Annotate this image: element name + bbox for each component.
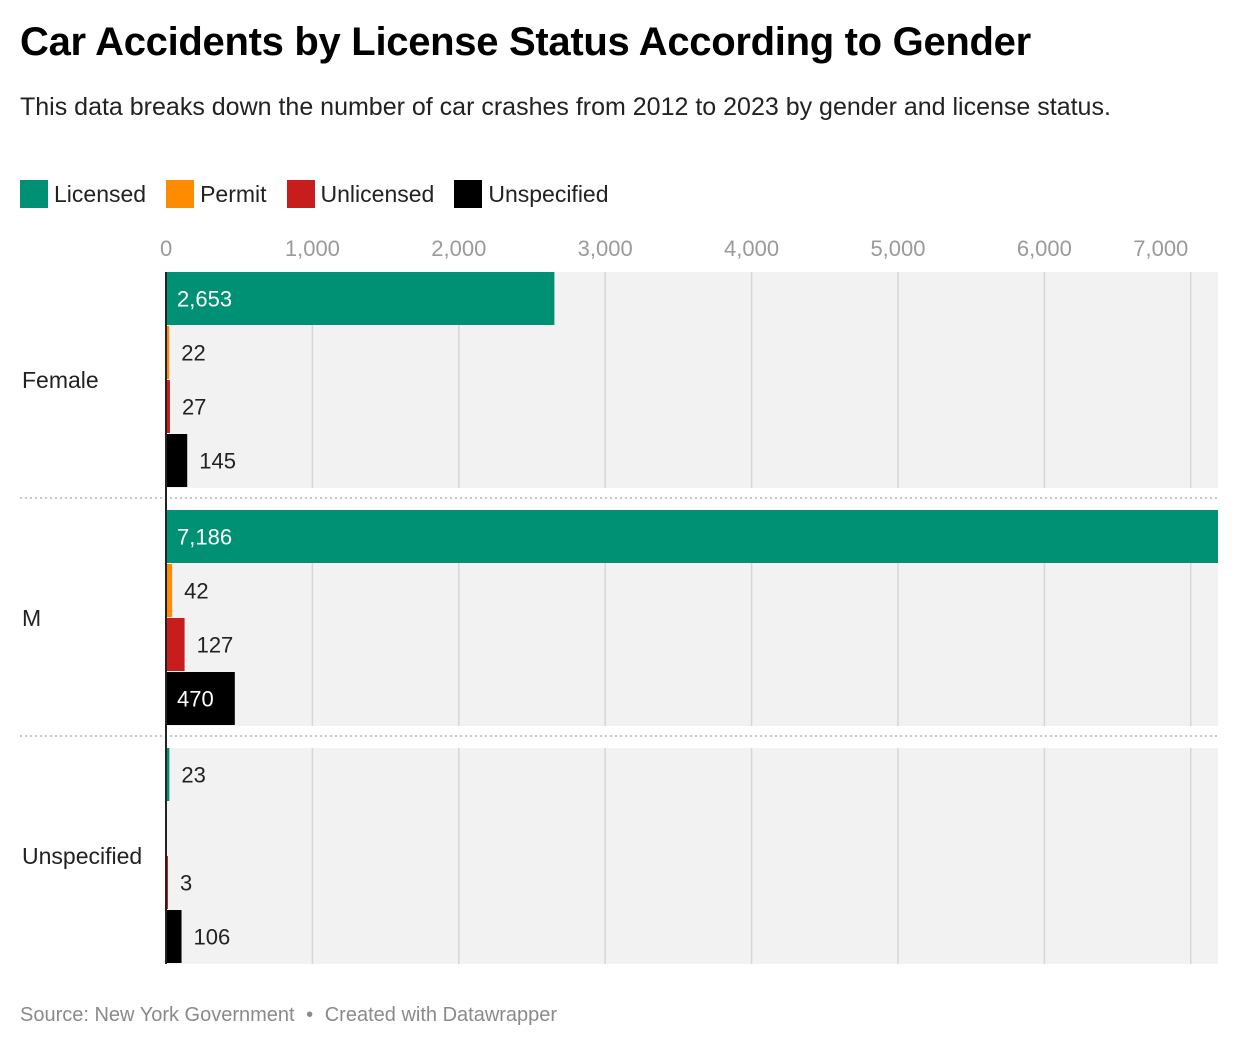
data-label: 127 bbox=[197, 633, 234, 658]
bar-unspecified bbox=[166, 910, 182, 963]
source-note: Source: New York Government bbox=[20, 1004, 295, 1026]
bar-licensed bbox=[166, 272, 555, 325]
bar-chart: 0 1,000 2,000 3,000 4,000 5,000 6,000 7,000 Fema… bbox=[20, 236, 1218, 964]
data-label: 3 bbox=[180, 871, 192, 896]
legend: Licensed Permit Unlicensed Unspecified bbox=[20, 180, 629, 208]
bar-licensed bbox=[166, 510, 1218, 563]
category-label: M bbox=[22, 605, 41, 631]
data-label: 27 bbox=[182, 395, 206, 420]
bar-unspecified bbox=[166, 672, 235, 725]
x-tick-label: 2,000 bbox=[431, 236, 486, 261]
legend-item-unlicensed: Unlicensed bbox=[286, 180, 435, 208]
bar-permit bbox=[166, 564, 173, 617]
legend-label: Permit bbox=[200, 180, 267, 207]
data-label: 106 bbox=[194, 925, 231, 950]
legend-swatch bbox=[166, 180, 195, 208]
x-tick-label: 3,000 bbox=[578, 236, 633, 261]
x-tick-label: 5,000 bbox=[870, 236, 925, 261]
legend-item-permit: Permit bbox=[166, 180, 267, 208]
category-label: Female bbox=[22, 367, 99, 393]
footer: Source: New York Government • Created wi… bbox=[20, 1004, 557, 1027]
chart-title: Car Accidents by License Status Accordin… bbox=[20, 20, 1031, 64]
legend-label: Licensed bbox=[54, 180, 147, 207]
legend-label: Unlicensed bbox=[320, 180, 435, 207]
data-label: 23 bbox=[181, 763, 205, 788]
data-label: 7,186 bbox=[177, 525, 232, 550]
x-tick-label: 7,000 bbox=[1133, 236, 1188, 261]
data-label: 42 bbox=[184, 579, 208, 604]
legend-item-licensed: Licensed bbox=[20, 180, 146, 208]
legend-swatch bbox=[454, 180, 483, 208]
credit-note: Created with Datawrapper bbox=[324, 1004, 558, 1026]
data-label: 470 bbox=[177, 687, 214, 712]
x-tick-label: 1,000 bbox=[285, 236, 340, 261]
legend-item-unspecified: Unspecified bbox=[454, 180, 609, 208]
legend-swatch bbox=[20, 180, 48, 208]
bar-licensed bbox=[166, 748, 170, 801]
group-background bbox=[166, 748, 1218, 964]
legend-swatch bbox=[286, 180, 315, 208]
bar-unspecified bbox=[166, 434, 188, 487]
category-label: Unspecified bbox=[22, 843, 142, 869]
legend-label: Unspecified bbox=[488, 180, 609, 207]
data-label: 2,653 bbox=[177, 287, 232, 312]
bar-unlicensed bbox=[166, 380, 170, 433]
data-label: 145 bbox=[199, 449, 236, 474]
bar-unlicensed bbox=[166, 618, 185, 671]
data-label: 22 bbox=[181, 341, 205, 366]
chart-subtitle: This data breaks down the number of car … bbox=[20, 93, 1111, 121]
footer-separator: • bbox=[306, 1004, 314, 1026]
x-tick-label: 6,000 bbox=[1017, 236, 1072, 261]
bar-permit bbox=[166, 326, 170, 379]
x-tick-label: 4,000 bbox=[724, 236, 779, 261]
x-tick-label: 0 bbox=[160, 236, 172, 261]
